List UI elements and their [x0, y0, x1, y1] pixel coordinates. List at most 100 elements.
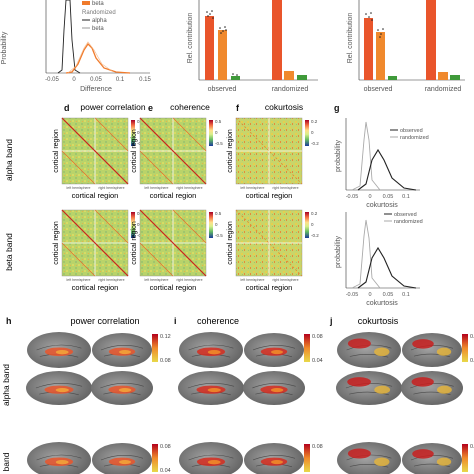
- b-bar-6: [297, 75, 307, 80]
- g-alpha-legend-observed: observed: [400, 128, 423, 134]
- a-tick-2: 0.05: [90, 77, 102, 83]
- brain-colorbar: [462, 334, 468, 362]
- matrix-colorbar: [305, 120, 309, 146]
- row-label-alpha: alpha band: [4, 139, 14, 181]
- matrix-left-hemisphere: left hemisphere: [145, 278, 169, 282]
- colorbar-tick: 0: [311, 222, 314, 227]
- letter-g: g: [334, 103, 340, 113]
- a-alpha-curve: [57, 0, 81, 74]
- colorbar-tick: 0.5: [215, 119, 222, 124]
- matrix-xlabel: cortical region: [246, 191, 293, 200]
- title-power: power correlation: [80, 102, 145, 112]
- b-bar-1: [205, 16, 214, 80]
- title-coherence: coherence: [170, 102, 210, 112]
- panel-letters-bottom: h i j: [6, 316, 333, 326]
- matrix-xlabel: cortical region: [150, 191, 197, 200]
- g-alpha-ylabel: probability: [335, 140, 342, 172]
- g-beta-xlabel: cokurtosis: [366, 300, 398, 307]
- brain-i-beta: 0.08: [179, 442, 323, 474]
- matrix-right-hemisphere: right hemisphere: [272, 278, 298, 282]
- g-alpha-legend-randomized: randomized: [400, 135, 429, 141]
- a-legend-beta2: beta: [92, 26, 104, 32]
- g-beta-tick-2: 0.05: [383, 292, 394, 298]
- letter-j: j: [329, 316, 333, 326]
- g-beta-tick-1: 0: [368, 292, 371, 298]
- a-beta-curve: [65, 42, 131, 74]
- panel-a: Probability -0.05 0 0.05 0.1 0.15 Differ…: [1, 0, 151, 93]
- colorbar-tick: -0.2: [311, 141, 319, 146]
- matrix-left-hemisphere: left hemisphere: [67, 186, 91, 190]
- matrix-left-hemisphere: left hemisphere: [67, 278, 91, 282]
- colorbar-tick: 0: [311, 130, 314, 135]
- g-alpha-tick-1: 0: [368, 194, 371, 200]
- brain-i-alpha: 0.08 0.04: [178, 332, 323, 405]
- a-legend-randomized: Randomized: [82, 10, 116, 16]
- letter-h: h: [6, 316, 12, 326]
- brain-title-power: power correlation: [70, 316, 139, 326]
- brain-colorbar-tick: 0.08: [160, 358, 171, 364]
- brain-j-alpha: 0.05 0.03: [336, 332, 474, 405]
- title-cokurtosis: cokurtosis: [265, 102, 303, 112]
- matrix-ylabel: cortical region: [53, 129, 60, 173]
- brain-colorbar-tick: 0.04: [160, 468, 171, 474]
- matrix-left-hemisphere: left hemisphere: [241, 278, 265, 282]
- matrix-ylabel: cortical region: [131, 129, 138, 173]
- g-alpha-tick-2: 0.05: [383, 194, 394, 200]
- g-beta-legend-observed: observed: [394, 212, 417, 218]
- colorbar-tick: 0: [215, 222, 218, 227]
- brain-row-beta: band: [1, 452, 11, 471]
- panel-c: Rel. contribution observed randomized: [347, 0, 465, 93]
- c-bar-2: [376, 32, 385, 80]
- letter-i: i: [174, 316, 177, 326]
- b-bar-3: [231, 76, 240, 80]
- c-bar-5: [438, 72, 448, 80]
- g-alpha-xlabel: cokurtosis: [366, 202, 398, 209]
- a-tick-4: 0.15: [139, 77, 151, 83]
- b-bar-5: [284, 71, 294, 80]
- letter-d: d: [64, 103, 70, 113]
- matrix-cok-beta: cortical region left hemisphere right hemi…: [227, 209, 319, 292]
- letter-f: f: [236, 103, 240, 113]
- matrix-ylabel: cortical region: [227, 129, 234, 173]
- g-beta-tick-3: 0.1: [402, 292, 410, 298]
- brain-row-alpha: alpha band: [1, 364, 11, 406]
- brain-surface: [402, 443, 462, 474]
- row-label-beta: beta band: [4, 233, 14, 271]
- b-tick-randomized: randomized: [272, 86, 309, 93]
- matrix-xlabel: cortical region: [150, 283, 197, 292]
- g-alpha-tick-3: 0.1: [402, 194, 410, 200]
- brain-colorbar-tick: 0.03: [470, 358, 474, 364]
- brain-colorbar-tick: 0.12: [160, 334, 171, 340]
- matrix-colorbar: [209, 120, 213, 146]
- colorbar-tick: -0.5: [215, 233, 223, 238]
- matrix-right-hemisphere: right hemisphere: [176, 278, 202, 282]
- b-bar-2: [218, 30, 227, 80]
- brain-colorbar-tick: 0.05: [470, 444, 474, 450]
- brain-colorbar-tick: 0.08: [160, 444, 171, 450]
- matrix-right-hemisphere: right hemisphere: [98, 186, 124, 190]
- g-alpha-tick-0: -0.05: [346, 194, 359, 200]
- brain-colorbar-tick: 0.08: [312, 334, 323, 340]
- matrix-xlabel: cortical region: [72, 191, 119, 200]
- letter-e: e: [148, 103, 153, 113]
- c-bar-6: [450, 75, 460, 80]
- matrix-ylabel: cortical region: [53, 221, 60, 265]
- g-beta-legend-randomized: randomized: [394, 219, 423, 225]
- matrix-colorbar: [131, 212, 135, 238]
- brain-h-alpha: 0.12 0.08: [26, 332, 171, 405]
- panel-b: Rel. contribution observed randomized: [187, 0, 318, 93]
- brain-grid: 0.12 0.08 0.08 0.04 0.05 0.03 0.08 0.04 0.08 0.05: [26, 332, 474, 474]
- colorbar-tick: 0.5: [215, 211, 222, 216]
- matrix-xlabel: cortical region: [72, 283, 119, 292]
- matrix-right-hemisphere: right hemisphere: [98, 278, 124, 282]
- a-tick-1: 0: [72, 77, 76, 83]
- matrix-ylabel: cortical region: [227, 221, 234, 265]
- brain-j-beta: 0.05: [337, 442, 474, 474]
- matrix-colorbar: [209, 212, 213, 238]
